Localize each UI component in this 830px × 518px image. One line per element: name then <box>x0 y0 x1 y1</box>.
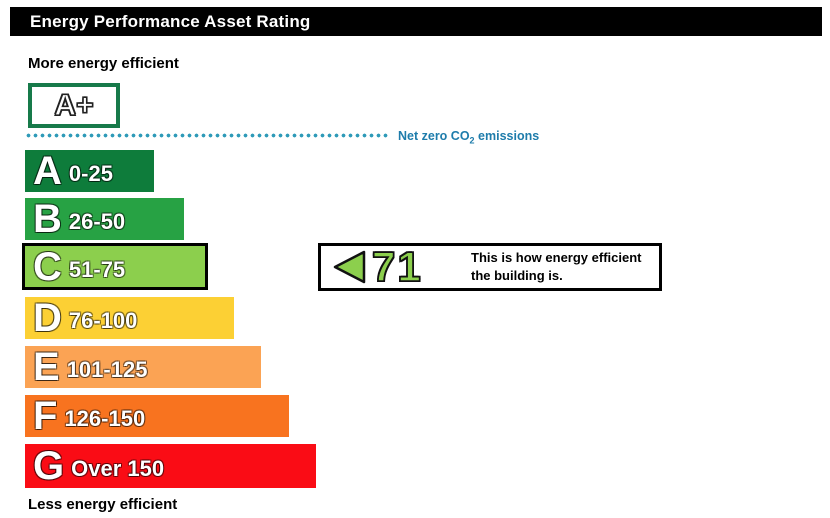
band-e-letter: E <box>33 345 60 389</box>
indicator-note-line1: This is how energy efficient <box>471 250 642 266</box>
band-e-range: 101-125 <box>66 357 148 382</box>
band-b-letter: B <box>33 197 62 241</box>
indicator-arrow-shape <box>333 250 366 284</box>
band-b: B 26-50 <box>25 198 184 240</box>
net-zero-text: Net zero CO <box>398 129 470 143</box>
net-zero-label: Net zero CO2 emissions <box>398 129 539 146</box>
more-efficient-label: More energy efficient <box>28 55 179 72</box>
indicator-value: 71 <box>371 243 423 290</box>
band-a-range: 0-25 <box>68 161 113 186</box>
band-f-range: 126-150 <box>64 406 146 431</box>
left-arrow-icon <box>333 250 366 284</box>
band-d-letter: D <box>33 296 62 340</box>
band-f-letter: F <box>33 394 58 438</box>
indicator-note: This is how energy efficient the buildin… <box>471 249 649 284</box>
band-c-range: 51-75 <box>68 256 126 282</box>
band-a-letter: A <box>33 149 62 193</box>
current-rating-indicator: 71 This is how energy efficient the buil… <box>318 243 662 291</box>
band-c-letter: C <box>33 244 62 289</box>
band-a: A 0-25 <box>25 150 154 192</box>
less-efficient-label: Less energy efficient <box>28 496 178 513</box>
band-d: D 76-100 <box>25 297 234 339</box>
band-a-plus: A+ <box>28 83 120 128</box>
band-g-range: Over 150 <box>71 456 165 481</box>
band-c-current: C 51-75 <box>22 243 208 290</box>
indicator-note-line2: the building is. <box>471 268 563 283</box>
band-f: F 126-150 <box>25 395 289 437</box>
net-zero-subscript: 2 <box>469 135 475 146</box>
net-zero-dotted-line <box>25 133 390 138</box>
page-title: Energy Performance Asset Rating <box>30 11 311 31</box>
band-b-range: 26-50 <box>68 209 126 234</box>
band-g-letter: G <box>33 444 65 488</box>
band-e: E 101-125 <box>25 346 261 388</box>
chart-title-bar: Energy Performance Asset Rating <box>10 7 822 36</box>
band-g: G Over 150 <box>25 444 316 488</box>
band-a-plus-letter: A+ <box>54 88 94 122</box>
net-zero-text-rest: emissions <box>474 129 540 143</box>
band-d-range: 76-100 <box>68 308 138 333</box>
